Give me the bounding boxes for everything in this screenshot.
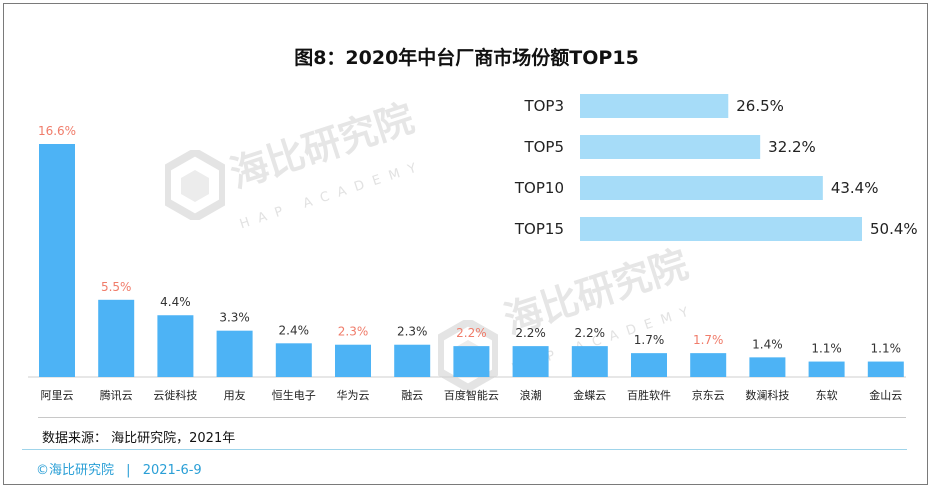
top-label-top5: TOP5 [523,138,564,156]
footer-brand: ©海比研究院 [36,463,115,478]
x-tick-label-5: 恒生电子 [272,388,316,402]
bar-6 [335,344,371,377]
x-tick-label-3: 云徙科技 [153,388,197,402]
bar-4 [216,330,253,377]
x-tick-label-14: 东软 [816,388,838,402]
x-tick-label-8: 百度智能云 [444,388,499,402]
top-label-top10: TOP10 [514,179,564,197]
footer: ©海比研究院 | 2021-6-9 [36,459,202,478]
bar-value-label-9: 2.2% [515,326,546,340]
x-tick-label-7: 融云 [401,389,423,402]
top-label-top15: TOP15 [514,220,564,238]
footer-divider [22,449,907,450]
bar-value-label-7: 2.3% [397,325,428,339]
top-label-top3: TOP3 [523,97,564,115]
bar-12 [690,353,727,377]
top-value-top5: 32.2% [768,138,816,156]
chart-frame [3,3,928,485]
bar-2 [98,299,135,377]
top-bar-top10 [580,176,823,200]
x-tick-label-12: 京东云 [692,388,725,402]
bar-14 [808,361,845,377]
bar-value-label-14: 1.1% [811,342,842,356]
bar-3 [157,315,194,377]
top-value-top15: 50.4% [870,220,918,238]
watermark-logo-1 [163,147,227,224]
bar-value-label-5: 2.4% [279,323,310,337]
footer-date: 2021-6-9 [142,463,202,478]
bar-value-label-11: 1.7% [634,333,665,347]
bar-15 [867,361,904,377]
data-source: 数据来源： 海比研究院，2021年 [42,431,236,446]
bar-value-label-10: 2.2% [575,326,606,340]
bar-5 [275,343,312,377]
chart-title: 图8：2020年中台厂商市场份额TOP15 [294,47,639,69]
x-tick-label-10: 金蝶云 [573,388,606,402]
bar-10 [571,346,608,377]
top-bar-top3 [580,94,729,118]
x-tick-label-1: 阿里云 [41,389,74,402]
top-value-top3: 26.5% [736,97,784,115]
bar-9 [512,346,549,377]
x-tick-label-9: 浪潮 [520,388,542,402]
bar-value-label-12: 1.7% [693,333,724,347]
bar-value-label-2: 5.5% [101,280,132,294]
bar-1 [39,144,75,377]
top-bar-top5 [580,135,761,159]
bar-value-label-6: 2.3% [338,325,369,339]
top-value-top10: 43.4% [831,179,879,197]
bar-13 [749,357,786,377]
bar-value-label-3: 4.4% [160,295,191,309]
x-tick-label-6: 华为云 [337,388,370,402]
bar-value-label-13: 1.4% [752,337,783,351]
x-tick-label-4: 用友 [224,388,246,402]
x-tick-label-11: 百胜软件 [627,388,671,402]
bar-8 [453,346,490,377]
bar-value-label-15: 1.1% [871,342,902,356]
bar-value-label-8: 2.2% [456,326,487,340]
source-divider [38,417,906,418]
top-bar-top15 [580,217,862,241]
x-tick-label-15: 金山云 [869,388,902,402]
bar-value-label-1: 16.6% [38,124,76,138]
bar-value-label-4: 3.3% [219,311,250,325]
bar-11 [631,353,667,377]
bar-7 [394,344,431,377]
footer-separator: | [126,463,131,478]
x-tick-label-13: 数澜科技 [745,388,789,402]
x-tick-label-2: 腾讯云 [100,388,133,402]
